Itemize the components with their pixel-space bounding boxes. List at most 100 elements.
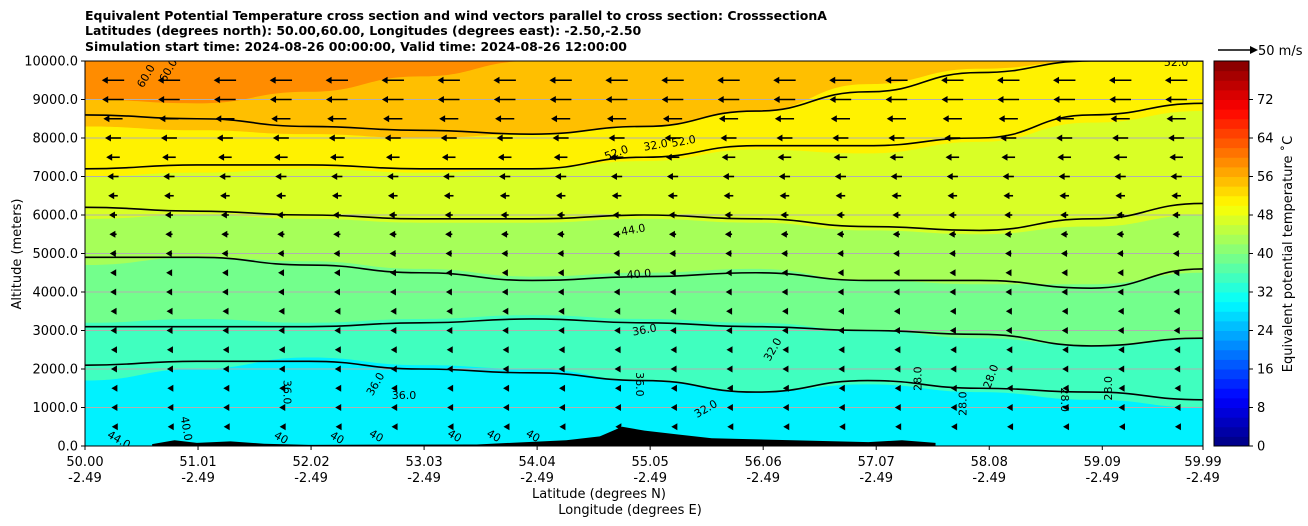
wind-vector [670,307,677,315]
wind-vector [1174,404,1181,411]
wind-vector [670,346,677,354]
wind-vector [894,384,901,392]
wind-vector [833,153,848,161]
wind-vector [279,384,286,392]
wind-vector [278,288,285,296]
wind-vector [111,423,118,431]
wind-vector [1000,134,1017,142]
wind-vector [670,365,677,373]
wind-vector [1006,384,1013,392]
colorbar-swatch [1214,70,1249,81]
wind-vector [891,192,902,200]
y-tick-label: 6000.0 [33,209,79,224]
wind-vector [605,96,628,103]
colorbar-swatch [1214,205,1249,216]
wind-vector [559,404,566,411]
wind-vector [890,173,902,180]
colorbar-swatch [1214,215,1249,226]
x-axis-label-longitude: Longitude (degrees E) [558,503,702,518]
wind-vector [892,230,900,238]
colorbar-swatch [1214,436,1249,447]
wind-vector [835,192,846,200]
wind-vector [608,134,625,142]
wind-vector [724,211,733,219]
wind-vector [838,307,845,315]
wind-vector [717,76,740,84]
wind-vector [381,76,404,84]
wind-vector [839,423,846,431]
wind-vector [614,327,621,334]
wind-vector [610,173,623,180]
colorbar-tick-label: 40 [1257,247,1274,262]
wind-vector [837,250,844,257]
wind-vector [665,153,680,161]
contour-label: 28.0 [1102,376,1115,401]
wind-vector [1112,134,1129,142]
wind-vector [717,96,740,103]
wind-vector [1005,269,1012,277]
x-tick-label-lat: 59.99 [1184,455,1221,470]
wind-vector [445,230,453,238]
wind-vector [997,76,1020,84]
wind-vector [1004,230,1012,238]
x-axis-label-latitude: Latitude (degrees N) [532,487,666,502]
wind-vector [165,230,173,238]
wind-vector [1057,153,1072,161]
x-tick-label-lon: -2.49 [972,471,1006,486]
wind-vector [609,153,624,161]
wind-vector [1168,134,1185,142]
colorbar-tick-label: 64 [1257,132,1274,147]
wind-vector [270,96,292,103]
wind-vector [333,230,341,238]
wind-vector [278,327,285,334]
y-tick-label: 5000.0 [33,247,79,262]
wind-vector [773,96,796,103]
wind-vector [1164,76,1188,84]
wind-vector [782,365,789,373]
wind-vector [782,327,789,334]
colorbar-swatch [1214,320,1249,331]
wind-vector [1005,327,1012,334]
colorbar-tick-label: 56 [1257,170,1274,185]
wind-vector [668,211,677,219]
wind-vector [1170,173,1182,180]
wind-vector [327,115,347,123]
wind-vector [1005,250,1012,257]
wind-vector [276,211,285,219]
wind-vector [1059,192,1070,200]
wind-vector [1116,230,1124,238]
wind-vector [549,76,572,84]
wind-vector [502,346,509,354]
wind-vector [445,269,452,277]
colorbar-swatch [1214,349,1249,360]
wind-vector [502,365,509,373]
colorbar: 0 8 16 24 32 40 48 56 64 72 [1213,60,1274,455]
contour-label: 36.0 [631,321,657,338]
wind-vector [1053,76,1076,84]
colorbar-swatch [1214,118,1249,129]
colorbar-swatch [1214,109,1249,120]
wind-vector [837,288,844,296]
plot-area: 60.060.052.0 32.0 52.052.044.040.036.032.0… [24,55,1221,487]
wind-vector [102,96,124,103]
wind-vector [885,76,908,84]
wind-vector [726,346,733,354]
wind-vector [110,327,117,334]
wind-vector [950,404,957,411]
colorbar-swatch [1214,359,1249,370]
wind-vector [945,153,960,161]
wind-vector [950,384,957,392]
wind-vector [1174,384,1181,392]
wind-vector [441,153,456,161]
wind-vector [446,307,453,315]
wind-vector [558,327,565,334]
x-tick-label-lon: -2.49 [1085,471,1119,486]
wind-vector [1173,269,1180,277]
contour-label: 28.0 [912,366,925,391]
contour-line [85,318,1203,347]
wind-vector [836,230,845,238]
wind-vector [216,134,233,142]
wind-vector [725,250,732,257]
wind-vector [774,115,795,123]
x-tick-label-lat: 51.01 [179,455,216,470]
